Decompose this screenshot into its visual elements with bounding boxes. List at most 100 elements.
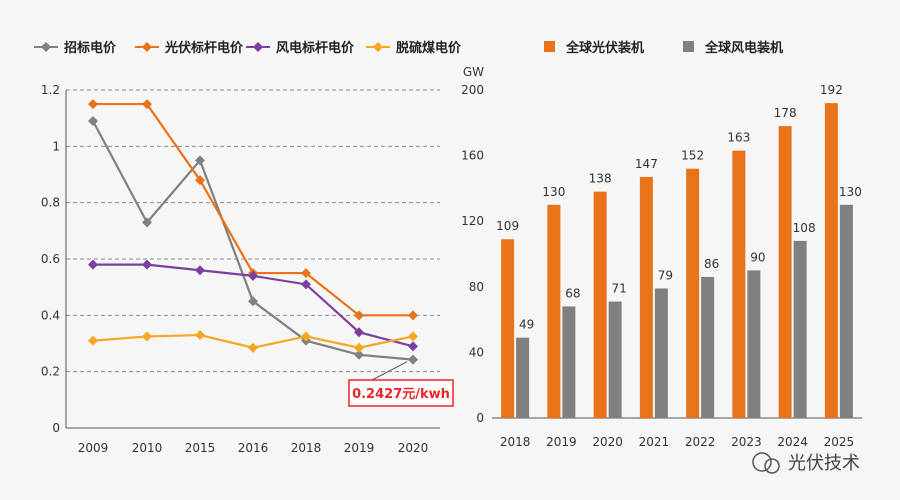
bar-y-tick-label: 120 [461, 214, 484, 228]
bar-value-label: 147 [635, 157, 658, 171]
series-1 [88, 99, 418, 321]
bar-value-label: 86 [704, 257, 719, 271]
data-point [354, 310, 364, 321]
line-legend: 招标电价 光伏标杆电价 风电标杆电价 脱硫煤电价 [34, 40, 462, 56]
series-line [92, 120, 414, 361]
legend-swatch [683, 41, 694, 52]
bar [778, 126, 792, 418]
data-point [248, 342, 258, 353]
bar [639, 176, 653, 418]
legend-label: 全球风电装机 [704, 40, 783, 56]
legend-item: 全球风电装机 [683, 40, 783, 56]
data-point [408, 331, 418, 342]
bar [732, 150, 746, 418]
legend-item: 风电标杆电价 [246, 40, 355, 56]
bar-y-tick-label: 40 [469, 345, 484, 359]
data-point [301, 279, 311, 290]
data-point [408, 310, 418, 321]
bar [747, 270, 761, 418]
data-point [88, 115, 98, 126]
y-tick-label: 1.2 [41, 83, 60, 97]
bar [593, 191, 607, 418]
bar-value-label: 68 [565, 286, 580, 300]
y-tick-label: 0.4 [41, 308, 60, 322]
data-point [301, 268, 311, 279]
series-2 [88, 259, 418, 352]
y-tick-label: 0.2 [41, 365, 60, 379]
bar-x-tick-label: 2019 [546, 435, 577, 449]
callout-leader [371, 361, 408, 381]
x-tick-label: 2016 [238, 441, 269, 455]
data-point [354, 327, 364, 338]
bar-x-tick-label: 2022 [685, 435, 716, 449]
bar-value-label: 130 [839, 185, 862, 199]
bar-value-label: 138 [589, 172, 612, 186]
bar-value-label: 109 [496, 219, 519, 233]
legend-swatch [544, 41, 555, 52]
data-point [195, 155, 205, 166]
y-tick-label: 0.6 [41, 252, 60, 266]
legend-item: 全球光伏装机 [544, 40, 644, 56]
legend-item: 招标电价 [34, 40, 117, 56]
x-tick-label: 2010 [132, 441, 163, 455]
x-tick-label: 2009 [78, 441, 109, 455]
callout-box [348, 379, 454, 407]
bar-value-label: 130 [542, 185, 565, 199]
legend-marker [253, 42, 263, 52]
x-tick-label: 2020 [398, 441, 429, 455]
bar [562, 306, 576, 418]
bar [654, 288, 668, 418]
callout-label: 0.2427元/kwh [352, 387, 450, 402]
legend-label: 全球光伏装机 [565, 40, 644, 56]
bar-y-tick-label: 0 [476, 411, 484, 425]
data-point [142, 331, 152, 342]
series-0 [88, 115, 418, 365]
y-tick-label: 1 [52, 139, 60, 153]
bar [516, 337, 530, 418]
data-point [248, 296, 258, 307]
data-point [88, 99, 98, 110]
bar [608, 301, 622, 418]
series-3 [88, 330, 418, 353]
bar-value-label: 90 [750, 250, 765, 264]
data-point [408, 341, 418, 352]
legend-marker [142, 42, 152, 52]
y-tick-label: 0 [52, 421, 60, 435]
data-point [248, 270, 258, 281]
bar-x-tick-label: 2024 [777, 435, 808, 449]
bar [839, 204, 853, 418]
legend-label: 招标电价 [64, 40, 117, 56]
data-point [408, 354, 418, 365]
bar-value-label: 152 [681, 149, 704, 163]
data-point [142, 259, 152, 270]
watermark: 光伏技术 [752, 452, 860, 474]
bar-value-label: 192 [820, 83, 843, 97]
bar-y-tick-label: 80 [469, 280, 484, 294]
legend-label: 光伏标杆电价 [164, 40, 244, 56]
bar-x-tick-label: 2020 [592, 435, 623, 449]
x-tick-label: 2018 [291, 441, 322, 455]
y-tick-label: 0.8 [41, 196, 60, 210]
bar-y-tick-label: 200 [461, 83, 484, 97]
bar-value-label: 49 [519, 318, 534, 332]
bar-x-tick-label: 2018 [500, 435, 531, 449]
legend-item: 光伏标杆电价 [135, 40, 244, 56]
legend-label: 脱硫煤电价 [396, 40, 462, 56]
bar-legend: 全球光伏装机 全球风电装机 [544, 40, 783, 56]
bar-y-tick-label: 160 [461, 149, 484, 163]
legend-label: 风电标杆电价 [276, 40, 355, 56]
bar-x-tick-label: 2025 [824, 435, 855, 449]
wechat-icon-bubble [764, 458, 780, 474]
data-point [88, 335, 98, 346]
bar-series-0: 109 130 138 147 152 163 178 192 [496, 83, 843, 419]
legend-marker [373, 42, 383, 52]
bar-x-tick-label: 2021 [639, 435, 670, 449]
wechat-icon [752, 452, 772, 472]
legend-marker [41, 42, 51, 52]
data-point [195, 330, 205, 341]
watermark-label: 光伏技术 [788, 453, 860, 474]
bar-value-label: 163 [727, 131, 750, 145]
price-callout: 0.2427元/kwh [348, 361, 454, 407]
